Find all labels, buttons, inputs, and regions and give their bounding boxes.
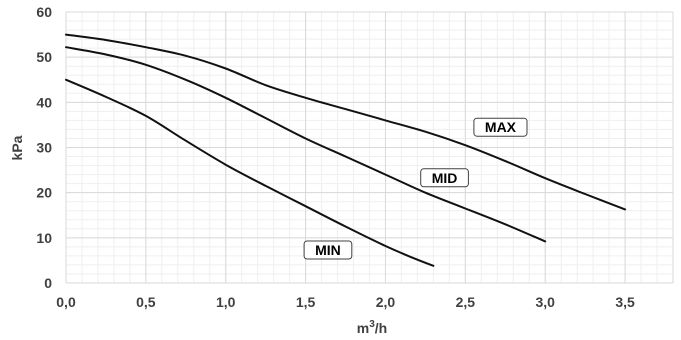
label-text-mid: MID [432, 170, 458, 186]
y-axis-tick-labels: 0 10 20 30 40 50 60 [36, 4, 52, 291]
x-axis-title: m3/h [357, 319, 387, 336]
label-mid: MID [420, 168, 469, 188]
label-box-mid [420, 168, 469, 188]
curve-min [65, 78, 435, 267]
y-tick-label: 50 [36, 49, 52, 65]
y-tick-label: 60 [36, 4, 52, 20]
x-tick-label: 2,0 [376, 294, 396, 310]
y-tick-label: 40 [36, 94, 52, 110]
y-tick-label: 10 [36, 230, 52, 246]
x-tick-label: 0,5 [136, 294, 156, 310]
series-labels: MAX MID MIN [303, 117, 528, 260]
x-axis-title-sup: 3 [369, 319, 375, 330]
curve-mid [65, 46, 547, 243]
curve-max [65, 33, 627, 211]
y-tick-label: 0 [44, 275, 52, 291]
pump-curves [65, 33, 627, 267]
x-tick-label: 1,5 [296, 294, 316, 310]
major-gridlines [65, 11, 674, 284]
x-tick-label: 1,0 [216, 294, 236, 310]
label-text-min: MIN [315, 242, 341, 258]
x-tick-label: 3,5 [615, 294, 635, 310]
y-tick-label: 30 [36, 140, 52, 156]
x-tick-label: 0,0 [56, 294, 76, 310]
x-tick-label: 3,0 [535, 294, 555, 310]
y-tick-label: 20 [36, 185, 52, 201]
label-min: MIN [303, 240, 353, 260]
label-box-max [473, 117, 528, 137]
y-axis-title: kPa [9, 135, 25, 160]
x-axis-title-base: m [357, 320, 369, 336]
x-tick-label: 2,5 [456, 294, 476, 310]
label-box-min [303, 240, 353, 260]
label-text-max: MAX [485, 119, 517, 135]
x-axis-title-tail: /h [375, 320, 387, 336]
x-axis-tick-labels: 0,0 0,5 1,0 1,5 2,0 2,5 3,0 3,5 [56, 294, 635, 310]
label-max: MAX [473, 117, 528, 137]
